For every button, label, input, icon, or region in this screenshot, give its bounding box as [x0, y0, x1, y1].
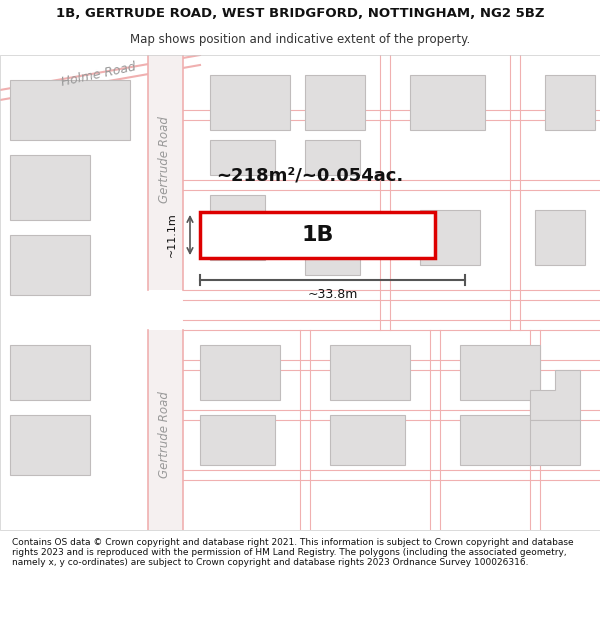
Bar: [148, 55, 183, 290]
Text: 1B: 1B: [301, 225, 334, 245]
Bar: [545, 75, 595, 130]
Text: 1B, GERTRUDE ROAD, WEST BRIDGFORD, NOTTINGHAM, NG2 5BZ: 1B, GERTRUDE ROAD, WEST BRIDGFORD, NOTTI…: [56, 8, 544, 20]
Bar: [535, 210, 585, 265]
Text: ~11.1m: ~11.1m: [167, 213, 177, 258]
Bar: [420, 210, 480, 265]
Bar: [10, 155, 90, 220]
Bar: [410, 75, 485, 130]
Bar: [10, 235, 90, 295]
Bar: [210, 75, 290, 130]
Bar: [460, 345, 540, 400]
Bar: [305, 140, 360, 175]
Text: Gertrude Road: Gertrude Road: [158, 116, 172, 204]
Bar: [330, 345, 410, 400]
Bar: [148, 330, 183, 530]
Text: Map shows position and indicative extent of the property.: Map shows position and indicative extent…: [130, 33, 470, 46]
Bar: [305, 215, 360, 275]
Bar: [200, 212, 435, 258]
Bar: [200, 345, 280, 400]
Text: Contains OS data © Crown copyright and database right 2021. This information is : Contains OS data © Crown copyright and d…: [12, 538, 574, 568]
Bar: [200, 415, 275, 465]
Bar: [10, 80, 130, 140]
Text: ~33.8m: ~33.8m: [307, 288, 358, 301]
Bar: [210, 195, 265, 260]
Polygon shape: [530, 370, 580, 420]
Text: Holme Road: Holme Road: [60, 61, 137, 89]
Bar: [10, 345, 90, 400]
Text: Gertrude Road: Gertrude Road: [158, 391, 172, 479]
Bar: [210, 140, 275, 175]
Bar: [460, 415, 535, 465]
Bar: [330, 415, 405, 465]
Polygon shape: [530, 420, 580, 465]
Text: ~218m²/~0.054ac.: ~218m²/~0.054ac.: [217, 166, 404, 184]
Bar: [305, 75, 365, 130]
Bar: [10, 415, 90, 475]
